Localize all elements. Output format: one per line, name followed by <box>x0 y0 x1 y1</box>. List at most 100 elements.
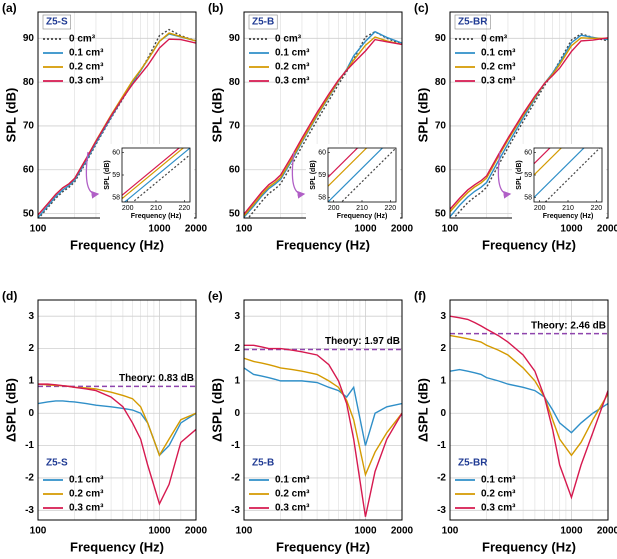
legend-label: 0.3 cm³ <box>275 76 310 87</box>
y-axis-label: SPL (dB) <box>3 88 18 143</box>
inset-x-label: Frequency (Hz) <box>543 213 594 220</box>
inset-y-tick-label: 59 <box>524 172 532 179</box>
x-tick-label: 1000 <box>560 224 583 235</box>
panel-title: Z5-S <box>46 17 68 28</box>
inset-x-tick-label: 200 <box>328 205 340 212</box>
inset-x-tick-label: 220 <box>590 205 602 212</box>
x-tick-label: 1000 <box>148 526 171 537</box>
y-axis-label: SPL (dB) <box>415 88 430 143</box>
inset-y-tick-label: 58 <box>524 194 532 201</box>
x-axis-label: Frequency (Hz) <box>482 237 576 252</box>
inset-x-tick-label: 210 <box>562 205 574 212</box>
inset-y-tick-label: 59 <box>112 172 120 179</box>
y-tick-label: 3 <box>440 311 446 322</box>
inset-y-tick-label: 58 <box>112 194 120 201</box>
y-tick-label: 70 <box>229 121 241 132</box>
series-line <box>122 148 185 200</box>
legend-label: 0.3 cm³ <box>481 503 516 514</box>
inset-arrow <box>291 151 306 199</box>
inset-bg <box>306 144 400 220</box>
title-box <box>454 14 491 30</box>
x-tick-label: 2000 <box>185 526 208 537</box>
legend-label: 0.2 cm³ <box>69 489 104 500</box>
series-line <box>38 400 196 457</box>
y-tick-label: -1 <box>25 440 34 451</box>
x-axis-label: Frequency (Hz) <box>276 237 370 252</box>
y-tick-label: 0 <box>440 408 446 419</box>
legend-label: 0.2 cm³ <box>275 489 310 500</box>
panel-label: (a) <box>2 1 17 15</box>
y-tick-label: 0 <box>234 408 240 419</box>
y-tick-label: 3 <box>28 311 34 322</box>
legend-label: 0.3 cm³ <box>481 76 516 87</box>
plot-frame <box>449 299 609 521</box>
series-line <box>123 148 190 202</box>
inset-arrow <box>85 151 100 199</box>
inset-x-tick-label: 220 <box>384 205 396 212</box>
inset-y-label: SPL (dB) <box>310 160 317 189</box>
legend-label: 0.1 cm³ <box>481 475 516 486</box>
y-tick-label: 90 <box>23 33 35 44</box>
series-line <box>328 148 368 187</box>
inset-x-tick-label: 200 <box>534 205 546 212</box>
y-tick-label: 0 <box>28 408 34 419</box>
x-tick-label: 100 <box>442 224 459 235</box>
inset-y-label: SPL (dB) <box>516 160 523 189</box>
x-axis-label: Frequency (Hz) <box>482 539 576 554</box>
inset-arrow <box>497 151 512 199</box>
panel-label: (f) <box>414 289 426 303</box>
inset-y-label: SPL (dB) <box>104 160 111 189</box>
y-tick-label: 70 <box>435 121 447 132</box>
series-line <box>244 36 402 217</box>
theory-label: Theory: 2.46 dB <box>531 320 606 331</box>
inset-y-tick-label: 60 <box>524 149 532 156</box>
y-tick-label: 1 <box>28 376 34 387</box>
inset-x-tick-label: 210 <box>356 205 368 212</box>
legend-label: 0.3 cm³ <box>69 503 104 514</box>
y-tick-label: 2 <box>234 343 240 354</box>
plot-bg <box>244 300 402 520</box>
inset-bg <box>100 144 194 220</box>
series-line <box>534 148 563 176</box>
panel-label: (b) <box>208 1 223 15</box>
x-tick-label: 1000 <box>148 224 171 235</box>
series-line <box>452 33 608 218</box>
y-tick-label: 90 <box>229 33 241 44</box>
inset-frame <box>327 147 397 203</box>
x-tick-label: 100 <box>236 224 253 235</box>
y-tick-label: 2 <box>28 343 34 354</box>
y-tick-label: -2 <box>231 473 240 484</box>
legend-label: 0.1 cm³ <box>275 475 310 486</box>
inset-frame <box>533 147 603 203</box>
y-tick-label: 80 <box>23 77 35 88</box>
panel-label: (e) <box>208 289 223 303</box>
y-tick-label: 1 <box>440 376 446 387</box>
panel-title: Z5-B <box>252 458 274 469</box>
legend-label: 0.1 cm³ <box>481 48 516 59</box>
x-tick-label: 2000 <box>597 526 617 537</box>
legend-label: 0 cm³ <box>275 34 302 45</box>
y-axis-label: ΔSPL (dB) <box>209 378 224 442</box>
y-tick-label: 60 <box>435 164 447 175</box>
series-line <box>450 37 608 213</box>
inset-y-tick-label: 60 <box>318 149 326 156</box>
x-axis-label: Frequency (Hz) <box>70 539 164 554</box>
legend-label: 0 cm³ <box>69 34 96 45</box>
series-line <box>38 383 196 506</box>
y-tick-label: 60 <box>229 164 241 175</box>
panel-title: Z5-B <box>252 17 274 28</box>
y-tick-label: 90 <box>435 33 447 44</box>
y-tick-label: 50 <box>229 208 241 219</box>
x-tick-label: 100 <box>30 526 47 537</box>
x-tick-label: 1000 <box>354 224 377 235</box>
series-line <box>450 315 608 500</box>
y-axis-label: ΔSPL (dB) <box>3 378 18 442</box>
series-line <box>244 344 402 517</box>
panel-label: (d) <box>2 289 17 303</box>
legend-label: 0.1 cm³ <box>275 48 310 59</box>
series-line <box>534 148 551 165</box>
legend-label: 0.1 cm³ <box>69 475 104 486</box>
series-line <box>450 37 608 210</box>
series-line <box>244 38 402 215</box>
